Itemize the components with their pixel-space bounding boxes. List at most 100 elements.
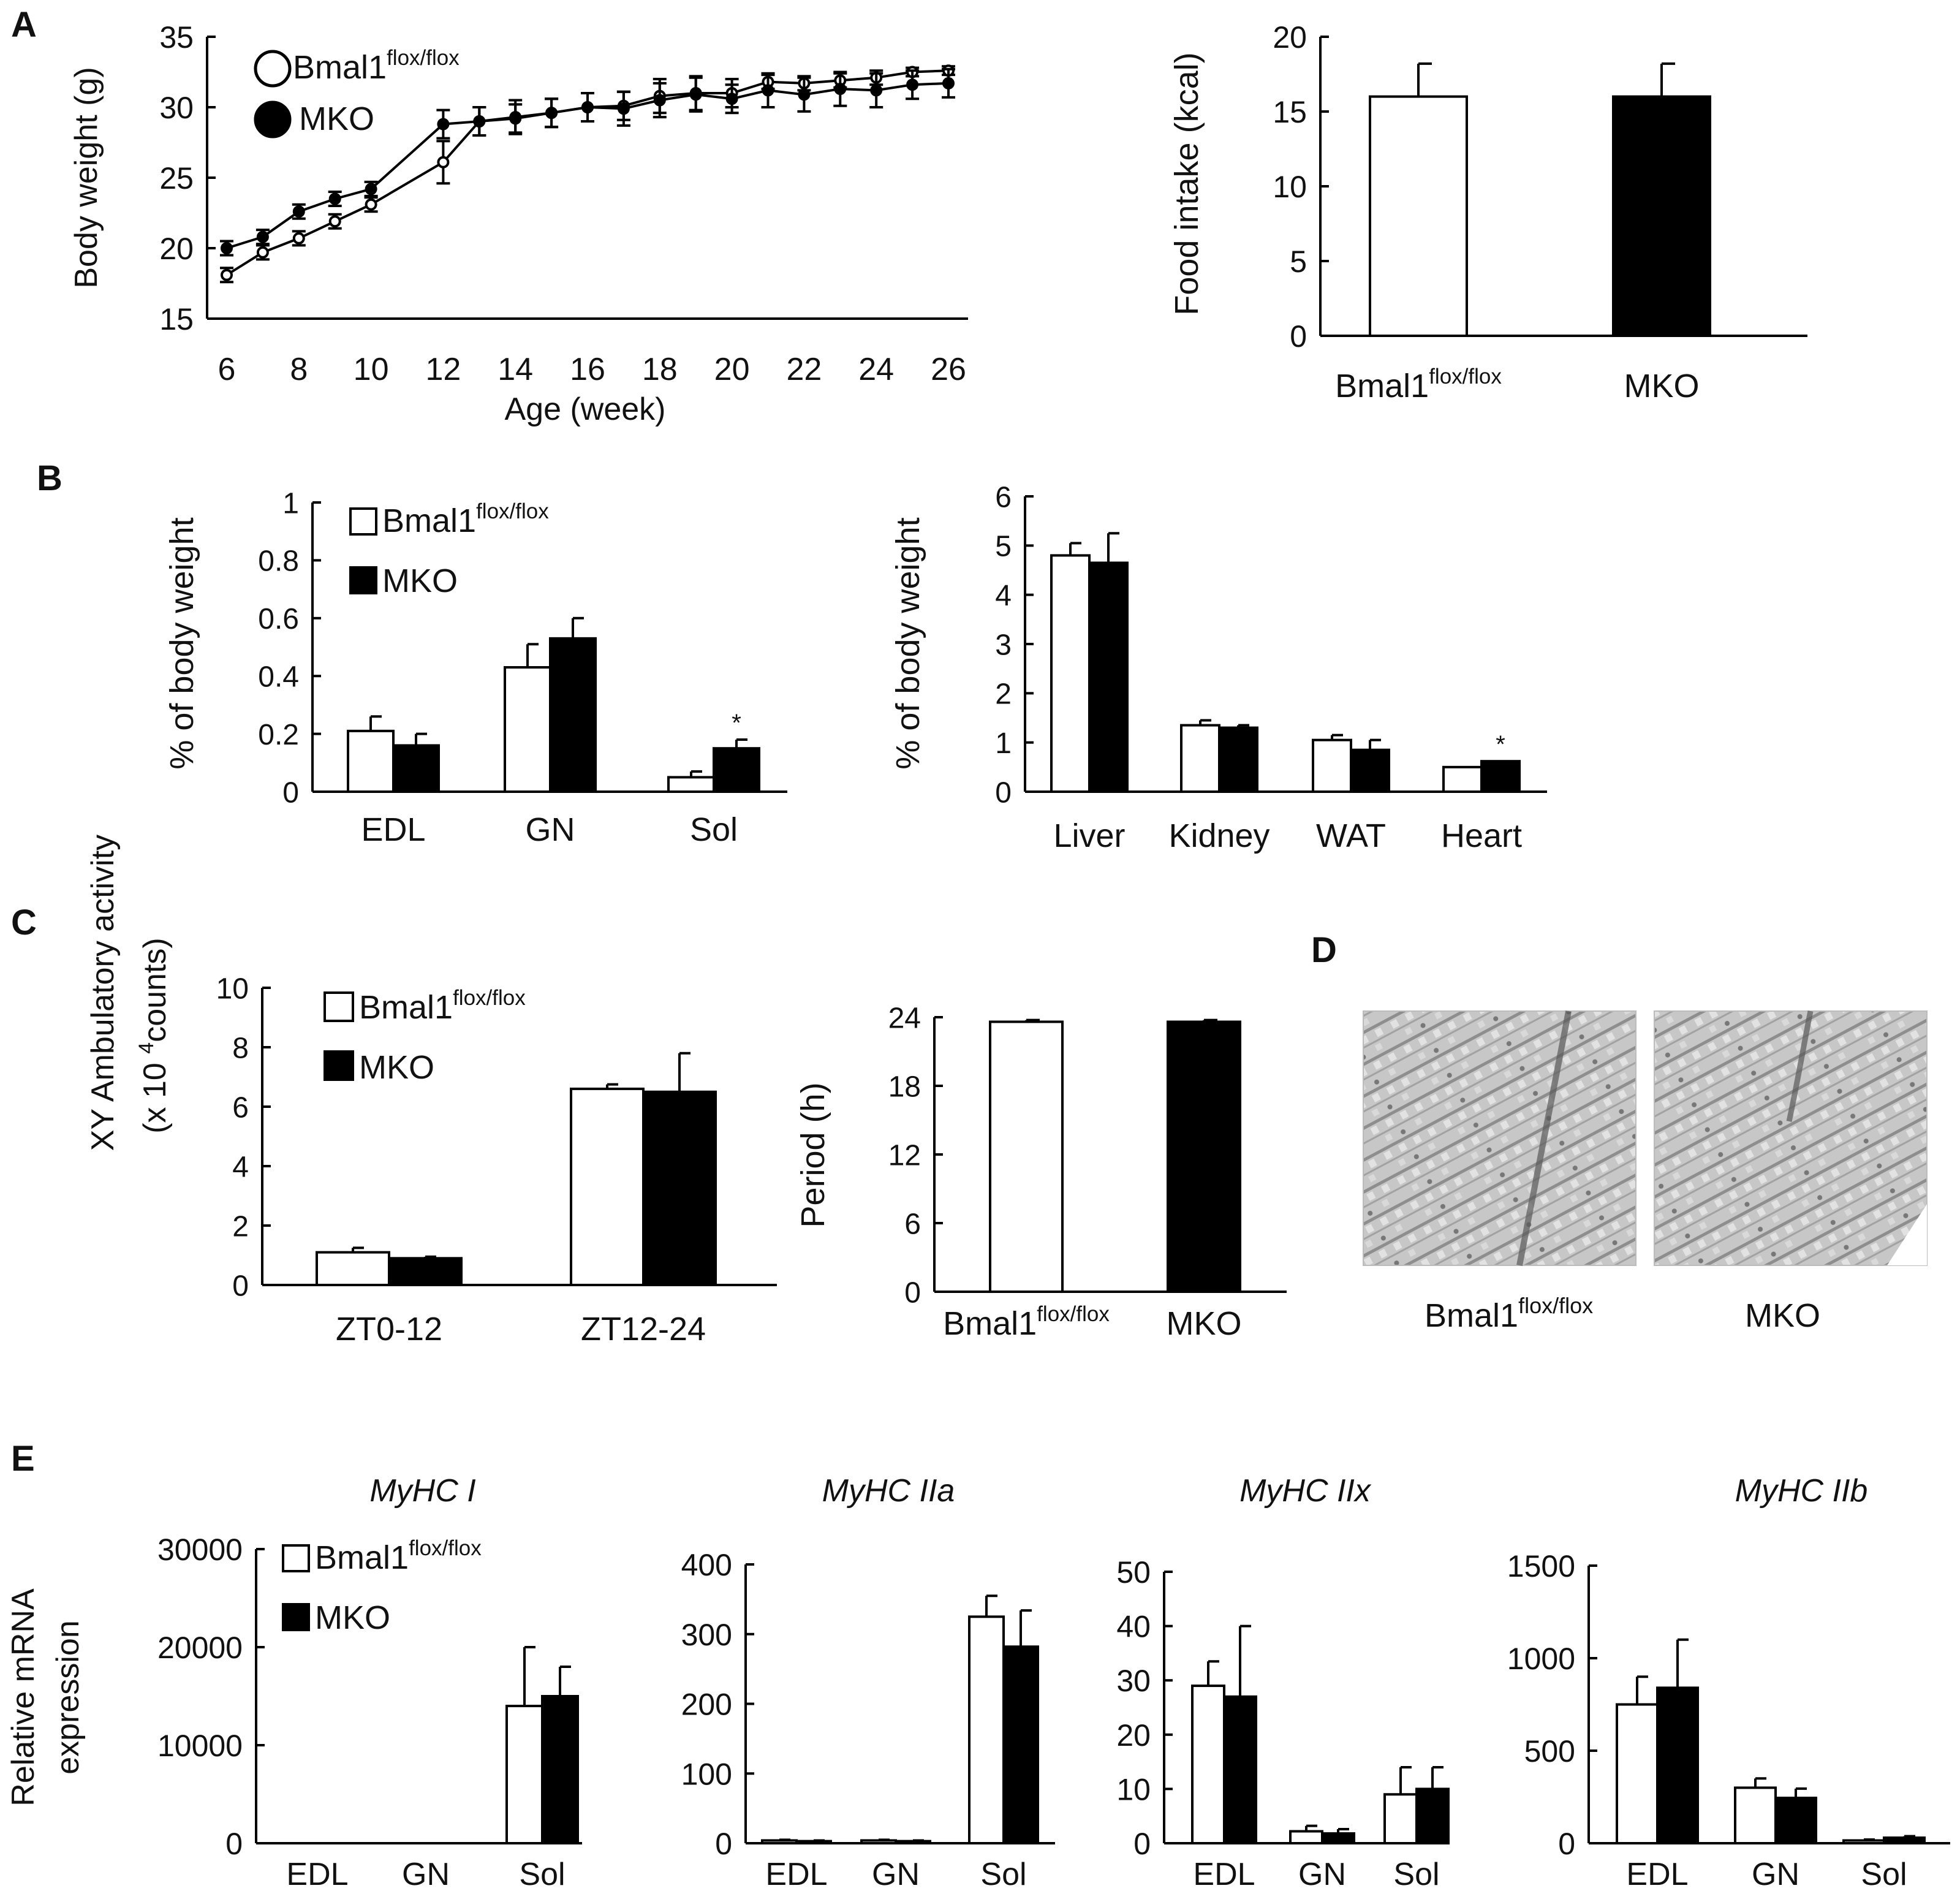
b1-legend-control-swatch: [349, 507, 377, 536]
b2-x-tick-label: Kidney: [1168, 817, 1269, 854]
micrograph-mko-corner: [1887, 1204, 1927, 1265]
myhc-iix-bar-chart: 0 10 20 30 40 50 EDL GN Sol MyHC IIx: [1116, 1473, 1450, 1892]
myhc-i-bar-chart: 0 10000 20000 30000 EDL GN Sol MyHC I Relative m…: [6, 1473, 582, 1892]
e1-legend-control-label-main: Bmal1: [315, 1539, 409, 1576]
b2-y-tick-label: 5: [995, 531, 1012, 563]
b2-y-tick-label: 3: [995, 629, 1012, 661]
e1-control-bar: [505, 1705, 543, 1844]
c2-y-tick-label: 18: [888, 1071, 921, 1103]
b2-mko-bar: [1350, 748, 1390, 794]
e1-legend-mko-swatch: [282, 1603, 310, 1631]
b1-control-bar: [347, 729, 395, 794]
e1-mko-bar: [541, 1695, 579, 1844]
e1-legend-control-label-sup: flox/flox: [409, 1536, 482, 1560]
micrograph-control-cleft: [1516, 1010, 1572, 1266]
e4-title: MyHC IIb: [1735, 1473, 1868, 1509]
a1-mko-point: [689, 88, 702, 101]
b2-y-tick-label: 6: [995, 481, 1012, 514]
e4-mko-bar: [1883, 1836, 1926, 1844]
a1-x-tick-label: 16: [570, 352, 605, 387]
a1-mko-point: [365, 183, 377, 195]
panel-letter-c: C: [11, 903, 37, 942]
a1-y-tick-label: 35: [159, 20, 194, 55]
b1-legend-control-label-main: Bmal1: [382, 502, 476, 539]
b1-legend-control-label-sup: flox/flox: [476, 499, 549, 523]
c2-x-tick-label: Bmal1flox/flox: [943, 1302, 1110, 1342]
e1-x-tick-label: Sol: [519, 1857, 565, 1892]
b1-legend-mko-label: MKO: [382, 563, 458, 599]
b1-y-axis-label: % of body weight: [164, 517, 200, 769]
e3-y-tick-label: 10: [1116, 1772, 1151, 1806]
c1-mko-bar: [388, 1257, 463, 1287]
a1-control-point: [292, 232, 305, 244]
e3-mko-bar: [1223, 1695, 1257, 1845]
e4-control-bar: [1616, 1703, 1659, 1844]
micrograph-caption-mko: MKO: [1745, 1297, 1820, 1334]
c2-mko-bar: [1167, 1020, 1241, 1293]
b1-mko-bar: [713, 747, 760, 793]
c1-y-tick-label: 10: [216, 972, 249, 1005]
e3-x-tick-label: EDL: [1193, 1857, 1255, 1892]
c1-y-axis-label-units: (x 10 4counts): [135, 938, 173, 1134]
e2-y-tick-label: 100: [681, 1757, 732, 1791]
c2-y-tick-label: 24: [888, 1002, 921, 1034]
e1-y-tick-label: 10000: [157, 1729, 243, 1763]
e4-mko-bar: [1774, 1797, 1817, 1845]
a1-mko-point: [328, 192, 341, 205]
e1-y-tick-label: 0: [225, 1827, 243, 1861]
c1-legend-control-label-sup: flox/flox: [453, 986, 526, 1010]
a1-x-tick-label: 22: [786, 352, 822, 387]
e1-x-tick-label: EDL: [286, 1857, 348, 1892]
a1-mko-point: [437, 118, 450, 131]
b2-y-tick-label: 1: [995, 727, 1012, 760]
a1-x-tick-label: 24: [858, 352, 894, 387]
a1-mko-point: [653, 94, 666, 107]
a1-x-tick-label: 8: [290, 352, 308, 387]
b1-y-tick-label: 0.8: [258, 545, 299, 578]
e4-control-bar: [1734, 1786, 1777, 1844]
c2-y-tick-label: 12: [888, 1139, 921, 1172]
panel-letter-a: A: [11, 5, 37, 45]
c1-y-axis-label-units-sup: 4: [135, 1042, 158, 1054]
a1-y-tick-label: 30: [159, 91, 194, 125]
c2-x-tick-label: MKO: [1166, 1305, 1241, 1342]
e4-mko-bar: [1656, 1686, 1699, 1845]
e3-y-tick-label: 20: [1116, 1718, 1151, 1753]
b1-control-bar: [504, 666, 551, 794]
e3-control-bar: [1289, 1830, 1323, 1845]
a1-mko-point: [870, 84, 883, 97]
a1-x-tick-label: 26: [931, 352, 966, 387]
e2-y-tick-label: 300: [681, 1618, 732, 1652]
a1-legend-control-label-main: Bmal1: [293, 49, 387, 86]
e3-title: MyHC IIx: [1239, 1473, 1372, 1509]
a1-legend-control-marker: [254, 50, 292, 88]
a2-x-tick-label: Bmal1flox/flox: [1335, 365, 1502, 404]
muscle-weight-bar-chart: 0 0.2 0.4 0.6 0.8 1 EDL GN Sol * % of body weight B…: [164, 487, 787, 848]
a1-control-point: [365, 198, 377, 211]
a1-mko-point: [581, 101, 594, 113]
b1-legend-mko-swatch: [349, 566, 377, 594]
c1-y-axis-label: XY Ambulatory activity: [85, 835, 121, 1151]
micrograph-control: [1363, 1010, 1636, 1266]
a1-mko-point: [942, 77, 955, 89]
b1-x-tick-label: EDL: [361, 811, 425, 848]
a1-x-axis-label: Age (week): [505, 392, 666, 427]
a1-legend-mko-marker: [254, 100, 292, 138]
b1-mko-bar: [392, 744, 440, 793]
c1-legend-mko-swatch: [324, 1050, 354, 1081]
b2-control-bar: [1312, 738, 1352, 794]
b2-y-tick-label: 2: [995, 678, 1012, 711]
c1-control-bar: [316, 1251, 390, 1287]
e2-y-tick-label: 0: [715, 1827, 732, 1861]
a2-y-axis-label: Food intake (kcal): [1168, 52, 1205, 315]
micrograph-mko: [1654, 1010, 1928, 1266]
organ-weight-bar-chart: 0 1 2 3 4 5 6 Liver Kidney WAT Heart * % of body wei…: [890, 481, 1547, 854]
a2-y-tick-label: 5: [1290, 244, 1307, 279]
e3-y-tick-label: 50: [1116, 1555, 1151, 1590]
a1-mko-point: [834, 83, 847, 96]
b1-significance-marker: *: [732, 710, 741, 737]
c1-y-tick-label: 4: [232, 1151, 249, 1183]
c1-y-tick-label: 6: [232, 1091, 249, 1124]
a1-mko-point: [292, 205, 305, 218]
